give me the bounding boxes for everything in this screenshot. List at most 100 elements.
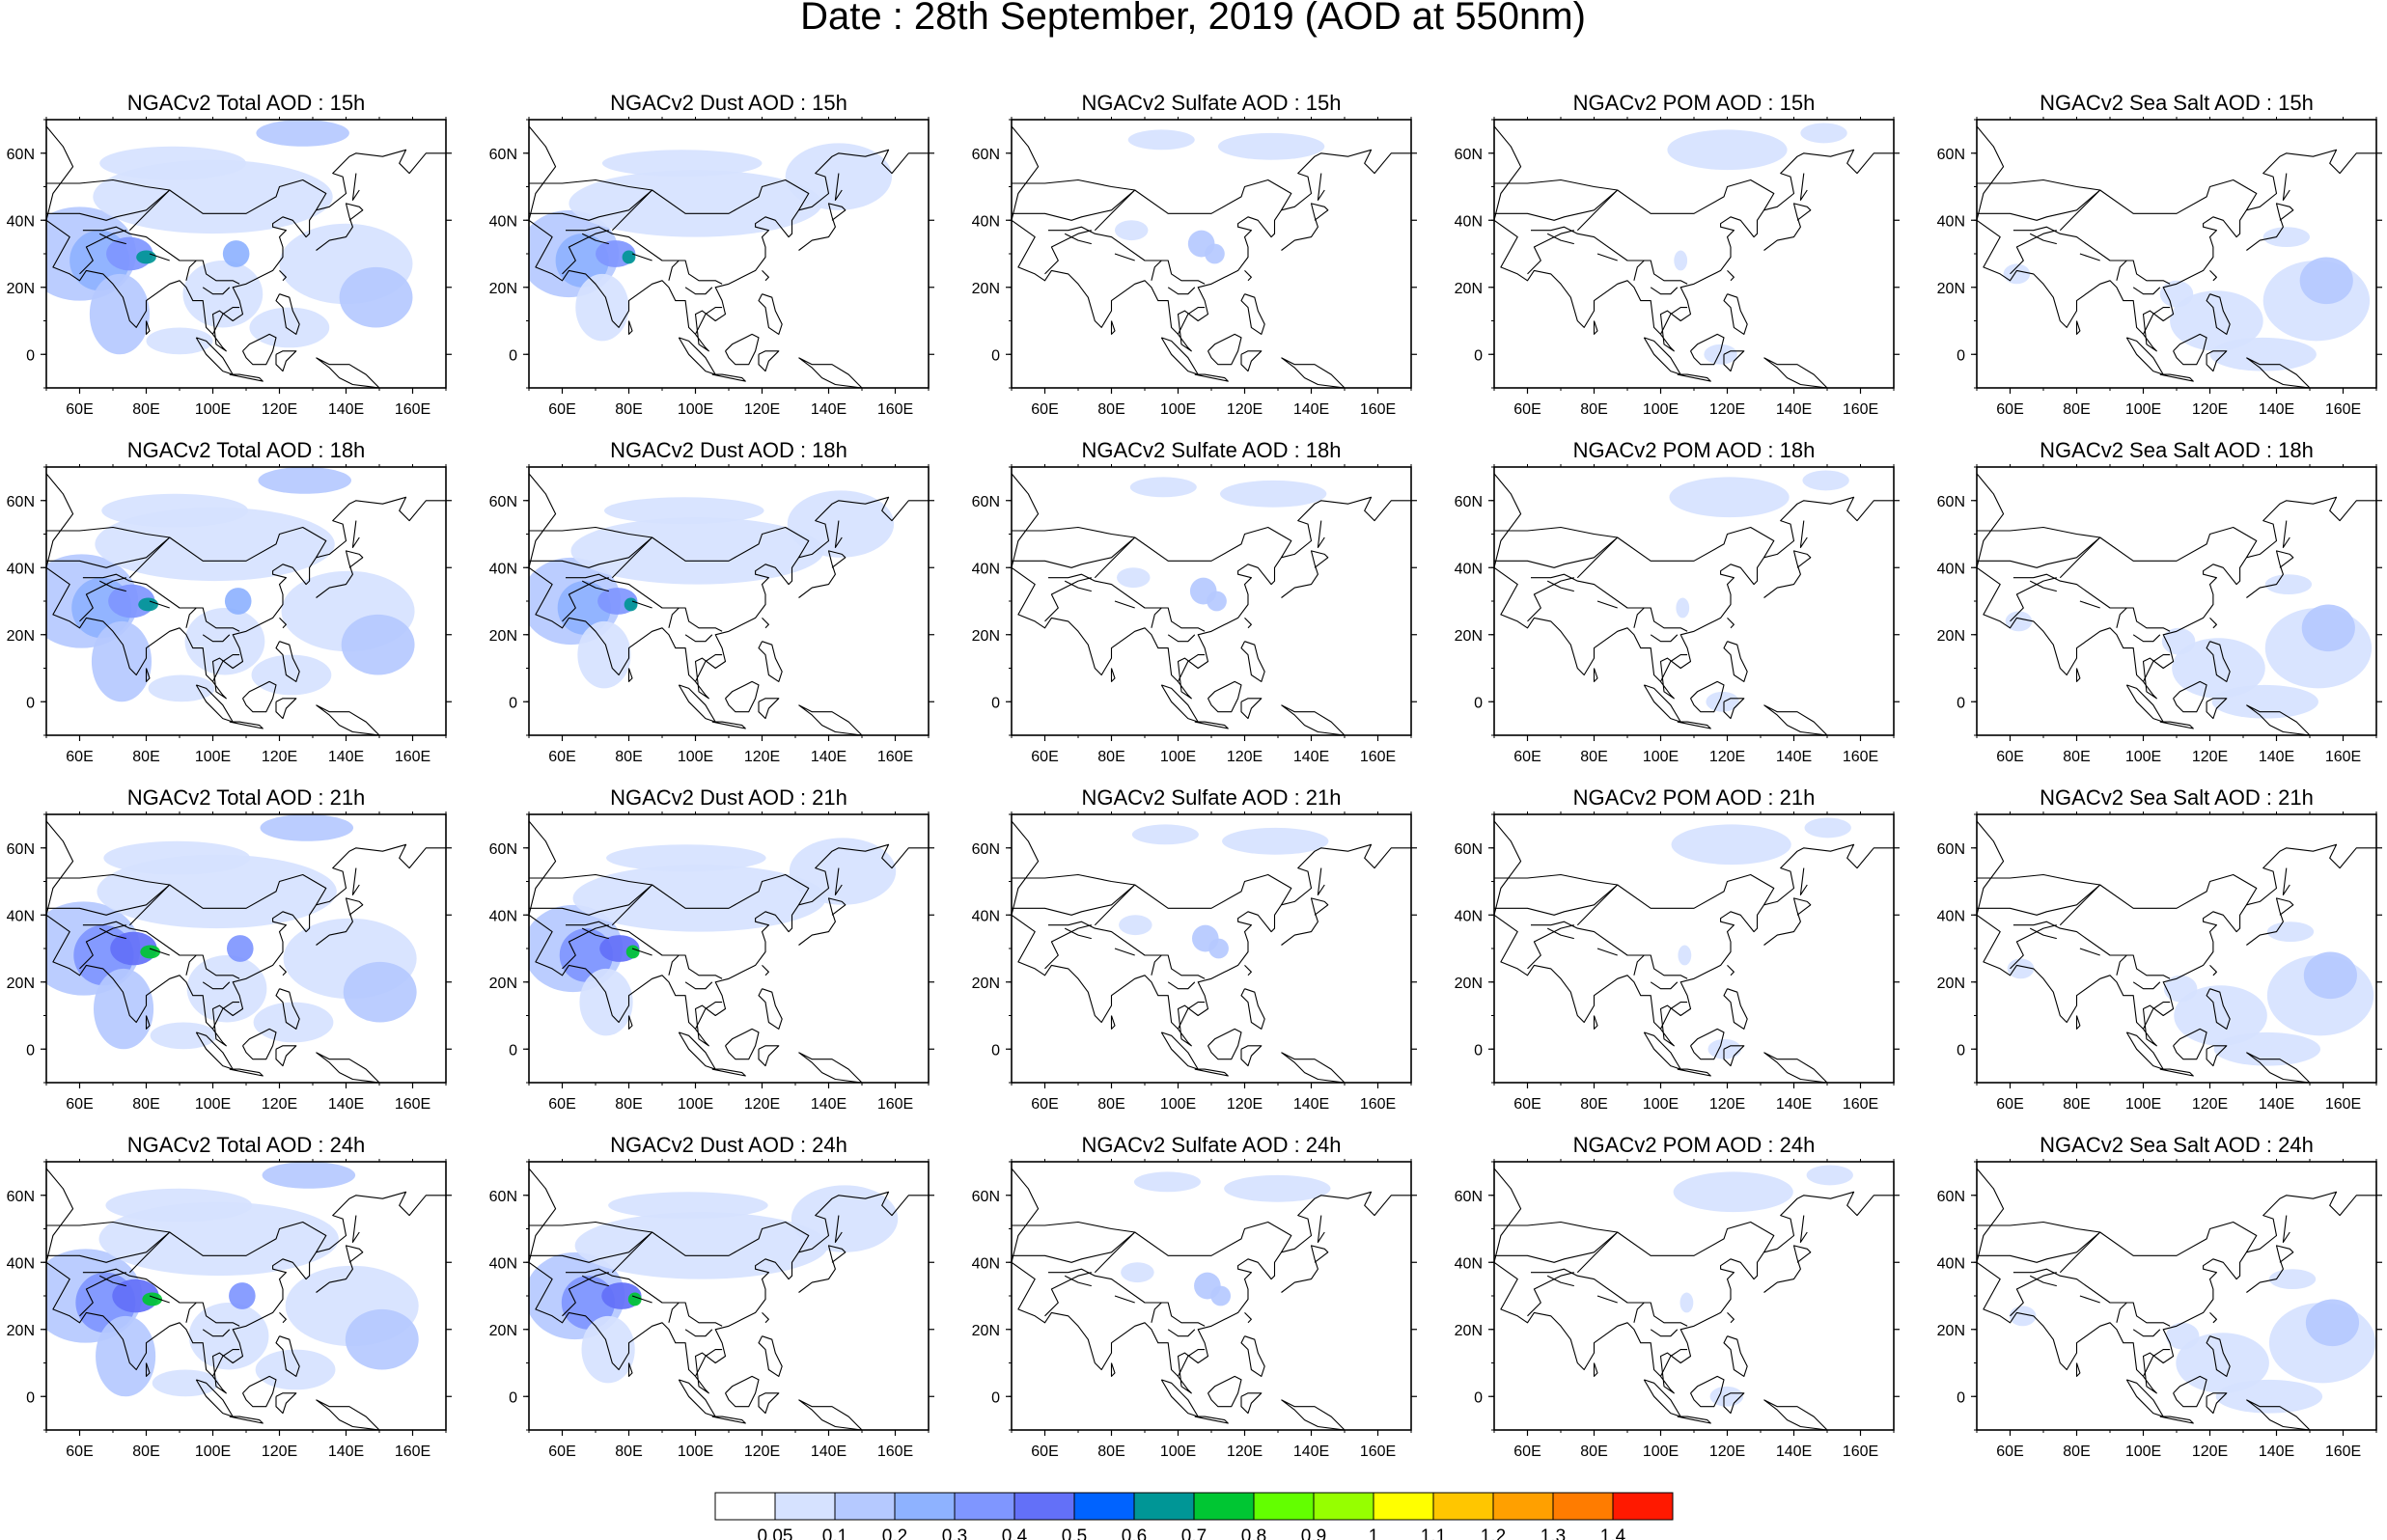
lon-tick-label: 60E: [1031, 1444, 1058, 1460]
coastlines: [1977, 1168, 2376, 1430]
lon-tick-label: 60E: [1513, 1444, 1540, 1460]
lon-tick-label: 160E: [877, 401, 913, 418]
aod-plume: [96, 1315, 156, 1397]
aod-plume: [1119, 915, 1152, 936]
lon-tick-label: 60E: [548, 749, 575, 765]
lat-tick-label: 60N: [1455, 494, 1483, 510]
lat-tick-label: 20N: [7, 1323, 35, 1339]
lat-tick-label: 60N: [489, 841, 517, 858]
aod-plume: [2007, 958, 2035, 979]
lon-tick-label: 60E: [1031, 749, 1058, 765]
aod-field: [46, 1162, 446, 1430]
lon-tick-label: 120E: [2192, 1444, 2228, 1460]
coastlines: [1977, 820, 2376, 1083]
panel-title: NGACv2 Dust AOD : 21h: [610, 785, 847, 810]
lat-tick-label: 60N: [7, 147, 35, 163]
lon-tick-label: 160E: [877, 1444, 913, 1460]
lon-tick-label: 100E: [1643, 1096, 1679, 1113]
lon-tick-label: 120E: [1709, 401, 1745, 418]
lon-tick-label: 140E: [328, 1444, 364, 1460]
lon-tick-label: 80E: [132, 1444, 159, 1460]
lon-tick-label: 120E: [744, 1444, 780, 1460]
aod-plume: [2215, 1379, 2323, 1414]
lon-tick-label: 100E: [2125, 1444, 2161, 1460]
lat-tick-label: 20N: [972, 1323, 1000, 1339]
lat-tick-label: 0: [991, 1389, 1000, 1406]
coastlines: [529, 1168, 929, 1430]
coastlines: [1012, 125, 1411, 388]
panel-title: NGACv2 POM AOD : 24h: [1573, 1133, 1816, 1157]
lon-tick-label: 160E: [877, 1096, 913, 1113]
lon-tick-label: 80E: [1580, 1444, 1607, 1460]
lon-tick-label: 100E: [195, 1096, 231, 1113]
sulfate-aod-21h-panel: NGACv2 Sulfate AOD : 21h 60E 80E 100E 120E 14…: [972, 785, 1417, 1113]
aod-plume: [226, 935, 254, 962]
lon-tick-label: 140E: [2259, 1096, 2294, 1113]
lon-tick-label: 140E: [811, 401, 847, 418]
lat-tick-label: 40N: [7, 908, 35, 924]
lon-tick-label: 80E: [1097, 749, 1124, 765]
aod-plume: [603, 497, 764, 525]
lon-tick-label: 160E: [2325, 1096, 2361, 1113]
lon-tick-label: 100E: [678, 401, 713, 418]
coastlines: [529, 473, 929, 735]
panel-title: NGACv2 Sea Salt AOD : 21h: [2040, 785, 2314, 810]
aod-field: [529, 467, 929, 735]
aod-plume: [1133, 1171, 1201, 1193]
aod-plume: [1676, 597, 1690, 619]
coastlines: [529, 125, 929, 388]
coastlines: [1494, 820, 1894, 1083]
coastlines: [46, 820, 446, 1083]
lon-tick-label: 60E: [1031, 1096, 1058, 1113]
lat-tick-label: 0: [1474, 1042, 1483, 1059]
lon-tick-label: 100E: [678, 749, 713, 765]
aod-plume: [2009, 1306, 2037, 1327]
lat-tick-label: 40N: [1455, 213, 1483, 230]
lon-tick-label: 120E: [744, 401, 780, 418]
aod-plume: [2268, 1269, 2317, 1290]
aod-plume: [103, 840, 251, 875]
lat-tick-label: 40N: [1455, 561, 1483, 577]
aod-field: [1494, 467, 1894, 735]
aod-field: [1012, 120, 1411, 388]
lon-tick-label: 100E: [195, 1444, 231, 1460]
aod-plume: [1806, 1165, 1853, 1186]
lon-tick-label: 140E: [1776, 401, 1812, 418]
aod-field: [46, 814, 446, 1083]
lat-tick-label: 40N: [7, 1255, 35, 1272]
aod-plume: [1671, 824, 1791, 866]
lat-tick-label: 60N: [972, 841, 1000, 858]
aod-field: [1977, 1162, 2376, 1430]
aod-plume: [1804, 817, 1851, 839]
lat-tick-label: 40N: [972, 1255, 1000, 1272]
lon-tick-label: 60E: [66, 1444, 93, 1460]
lat-tick-label: 40N: [1937, 908, 1965, 924]
lon-tick-label: 140E: [2259, 1444, 2294, 1460]
aod-field: [1012, 814, 1411, 1083]
aod-plume: [146, 327, 213, 355]
aod-plume: [1802, 470, 1849, 491]
lon-tick-label: 120E: [1227, 1444, 1263, 1460]
lat-tick-label: 60N: [489, 494, 517, 510]
lat-tick-label: 60N: [7, 1189, 35, 1205]
colorbar-label: 1.1: [1421, 1526, 1446, 1540]
pom-aod-21h-panel: NGACv2 POM AOD : 21h 60E 80E 100E 120E 140E 16…: [1455, 785, 1900, 1113]
lon-tick-label: 100E: [1643, 401, 1679, 418]
lon-tick-label: 160E: [877, 749, 913, 765]
aod-plume: [1679, 1292, 1694, 1313]
lat-tick-label: 60N: [7, 494, 35, 510]
aod-plume: [622, 250, 636, 264]
panel-title: NGACv2 Total AOD : 18h: [127, 438, 366, 462]
aod-plume: [1704, 344, 1737, 365]
aod-plume: [606, 844, 766, 872]
lon-tick-label: 120E: [744, 749, 780, 765]
colorbar-swatch: [774, 1492, 836, 1521]
lat-tick-label: 60N: [1937, 1189, 1965, 1205]
coastlines: [46, 125, 446, 388]
aod-plume: [341, 614, 415, 675]
aod-plume: [138, 597, 158, 612]
lat-tick-label: 20N: [7, 281, 35, 297]
aod-plume: [2165, 1322, 2200, 1350]
colorbar-swatch: [1552, 1492, 1614, 1521]
lon-tick-label: 100E: [2125, 401, 2161, 418]
